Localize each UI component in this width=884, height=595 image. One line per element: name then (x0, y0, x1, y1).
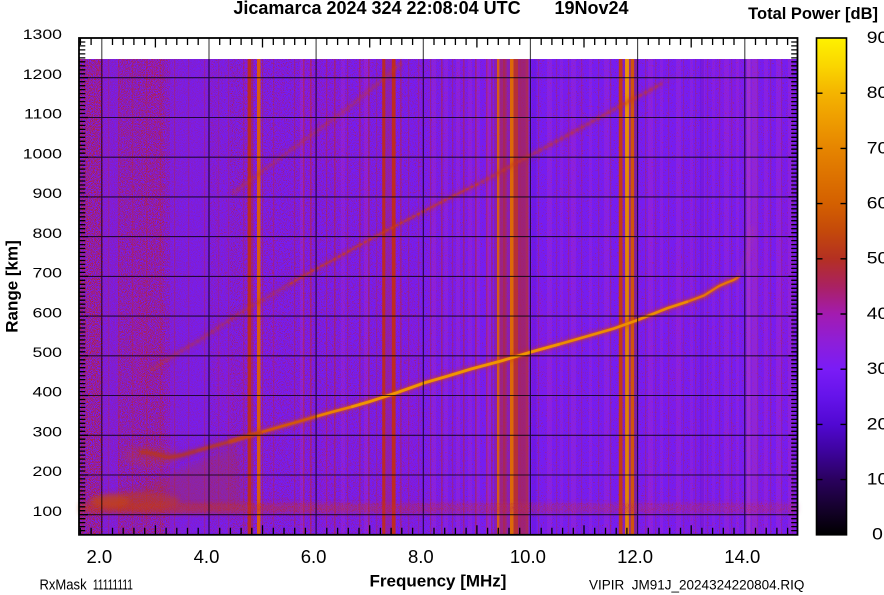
svg-text:700: 700 (33, 266, 63, 281)
svg-text:40: 40 (867, 304, 884, 322)
svg-text:11111111: 11111111 (93, 576, 133, 594)
svg-text:Range [km]: Range [km] (3, 240, 22, 333)
svg-text:80: 80 (867, 83, 884, 101)
svg-text:60: 60 (867, 194, 884, 212)
svg-text:70: 70 (867, 139, 884, 157)
svg-text:100: 100 (33, 505, 63, 520)
svg-text:8.0: 8.0 (408, 546, 434, 567)
svg-text:500: 500 (33, 346, 63, 361)
svg-text:20: 20 (867, 415, 884, 433)
svg-text:10: 10 (867, 470, 884, 488)
svg-text:400: 400 (33, 385, 63, 400)
svg-text:300: 300 (33, 425, 63, 440)
svg-text:14.0: 14.0 (724, 546, 760, 567)
svg-text:10.0: 10.0 (510, 546, 546, 567)
svg-text:1200: 1200 (23, 68, 62, 83)
svg-text:200: 200 (33, 465, 63, 480)
svg-text:Jicamarca 2024 324 22:08:04 UT: Jicamarca 2024 324 22:08:04 UTC (233, 0, 520, 18)
svg-text:1100: 1100 (24, 107, 62, 122)
svg-text:30: 30 (867, 359, 884, 377)
svg-text:1300: 1300 (23, 28, 62, 43)
svg-text:800: 800 (33, 226, 63, 241)
svg-text:50: 50 (867, 249, 884, 267)
svg-text:4.0: 4.0 (194, 546, 220, 567)
svg-text:0: 0 (872, 525, 883, 543)
svg-text:Total Power [dB]: Total Power [dB] (748, 5, 878, 23)
svg-text:600: 600 (33, 306, 63, 321)
svg-text:2.0: 2.0 (86, 546, 112, 567)
svg-text:VIPIR JM91J_2024324220804.RIQ: VIPIR JM91J_2024324220804.RIQ (589, 578, 804, 593)
svg-text:12.0: 12.0 (617, 546, 653, 567)
svg-text:90: 90 (867, 28, 884, 46)
svg-text:19Nov24: 19Nov24 (555, 0, 629, 18)
svg-text:RxMask: RxMask (40, 576, 88, 593)
svg-text:1000: 1000 (23, 147, 62, 162)
svg-text:900: 900 (33, 187, 63, 202)
svg-text:6.0: 6.0 (301, 546, 327, 567)
svg-text:Frequency [MHz]: Frequency [MHz] (370, 572, 507, 591)
